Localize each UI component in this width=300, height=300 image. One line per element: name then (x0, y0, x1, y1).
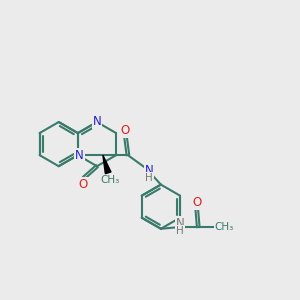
Text: N: N (75, 149, 84, 162)
Text: N: N (176, 217, 184, 230)
Text: H: H (176, 226, 184, 236)
Text: N: N (145, 164, 154, 177)
Polygon shape (103, 155, 111, 174)
Text: O: O (120, 124, 130, 137)
Text: H: H (145, 173, 153, 183)
Text: CH₃: CH₃ (100, 175, 119, 185)
Text: N: N (93, 115, 101, 128)
Text: O: O (79, 178, 88, 191)
Text: O: O (192, 196, 201, 209)
Text: CH₃: CH₃ (214, 222, 233, 232)
